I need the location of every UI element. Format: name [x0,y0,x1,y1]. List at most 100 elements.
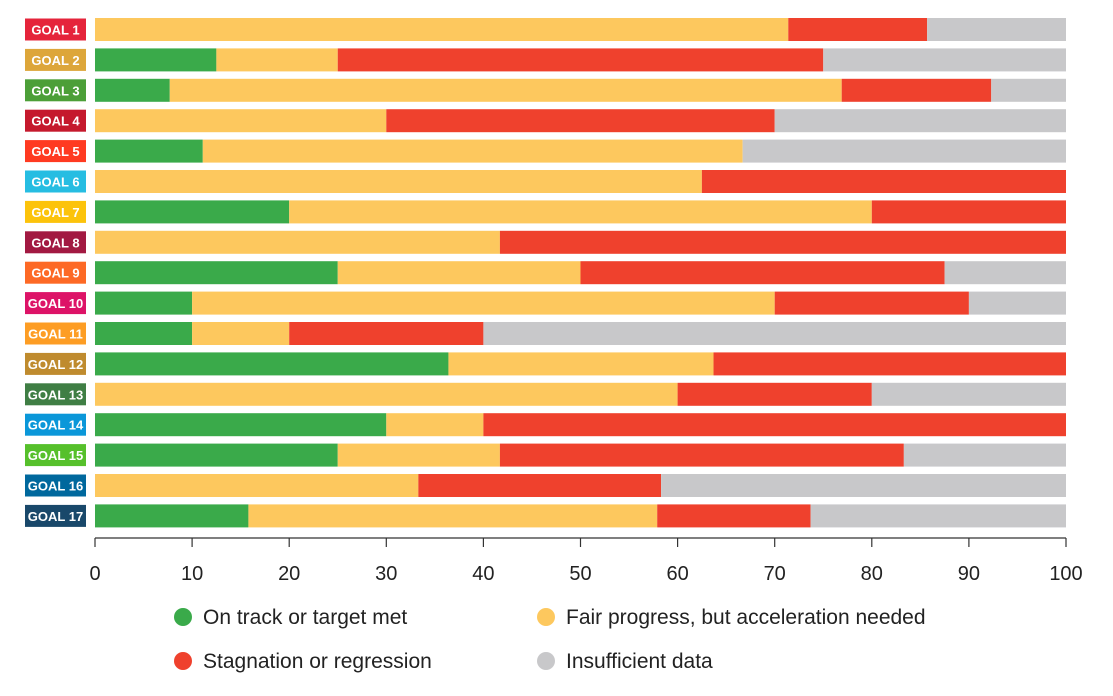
goal-label-11: GOAL 11 [25,322,86,345]
bar-segment-goal-14-series-2 [483,413,1066,437]
bar-segment-goal-1-series-1 [95,18,789,41]
bar-segment-goal-15-series-0 [95,443,338,467]
goal-label-box [25,79,86,102]
goal-label-box [25,18,86,41]
legend: On track or target met Fair progress, bu… [174,606,926,673]
bar-segment-goal-7-series-1 [289,200,872,224]
x-tick-label-30: 30 [375,563,397,585]
goal-label-box [25,292,86,315]
goal-label-box [25,413,86,436]
bar-segment-goal-17-series-1 [248,504,658,528]
bar-segment-goal-12-series-1 [448,352,714,376]
legend-label-1: Fair progress, but acceleration needed [566,606,926,629]
goal-label-box [25,352,86,375]
x-tick-label-80: 80 [861,563,883,585]
bar-segment-goal-13-series-2 [677,382,872,406]
x-tick-label-90: 90 [958,563,980,585]
bar-segment-goal-10-series-2 [774,291,969,315]
goal-label-text: GOAL 16 [28,479,83,494]
goal-label-14: GOAL 14 [25,413,86,436]
goal-label-box [25,48,86,71]
bar-segment-goal-1-series-2 [788,18,928,41]
bar-segment-goal-17-series-0 [95,504,249,528]
goal-label-3: GOAL 3 [25,79,86,102]
bar-segment-goal-2-series-0 [95,48,217,72]
goal-label-text: GOAL 10 [28,296,83,311]
bar-segment-goal-11-series-1 [192,322,290,345]
bar-segment-goal-17-series-3 [810,504,1066,528]
bar-segment-goal-9-series-0 [95,261,338,285]
bar-segment-goal-13-series-3 [871,382,1066,406]
bar-segment-goal-15-series-2 [499,443,904,467]
bar-segment-goal-3-series-0 [95,78,170,102]
bar-segment-goal-15-series-1 [337,443,500,467]
bar-segment-goal-4-series-3 [774,109,1066,133]
goal-label-text: GOAL 17 [28,509,83,524]
goal-label-7: GOAL 7 [25,200,86,223]
goal-label-text: GOAL 14 [28,418,84,433]
bar-segment-goal-5-series-3 [742,139,1066,163]
legend-marker-0 [174,608,192,626]
goal-label-box [25,504,86,527]
goal-label-5: GOAL 5 [25,140,86,163]
bar-segment-goal-16-series-1 [95,474,419,497]
goal-label-text: GOAL 3 [31,83,79,98]
goal-label-text: GOAL 2 [31,53,79,68]
bar-segment-goal-6-series-2 [701,170,1066,193]
bar-segment-goal-3-series-2 [841,78,992,102]
goal-label-text: GOAL 13 [28,387,83,402]
bar-segment-goal-7-series-0 [95,200,290,224]
goal-label-12: GOAL 12 [25,352,86,375]
legend-marker-1 [537,608,555,626]
goal-label-box [25,140,86,163]
bar-segment-goal-3-series-1 [169,78,842,102]
bar-segment-goal-11-series-2 [289,322,484,345]
x-tick-label-50: 50 [569,563,591,585]
x-tick-label-60: 60 [666,563,688,585]
bar-segment-goal-10-series-3 [968,291,1066,315]
legend-label-3: Insufficient data [566,650,713,673]
goal-label-text: GOAL 7 [31,205,79,220]
x-tick-label-100: 100 [1049,563,1082,585]
bar-segment-goal-3-series-3 [991,78,1066,102]
bar-segment-goal-11-series-3 [483,322,1066,345]
bar-segment-goal-2-series-3 [823,48,1066,72]
bar-segment-goal-10-series-0 [95,291,193,315]
x-tick-label-0: 0 [89,563,100,585]
goal-label-6: GOAL 6 [25,170,86,193]
goal-label-box [25,383,86,406]
goal-label-box [25,474,86,497]
bar-segment-goal-4-series-1 [95,109,387,133]
goal-label-box [25,322,86,345]
goal-label-2: GOAL 2 [25,48,86,71]
goal-label-10: GOAL 10 [25,292,86,315]
goal-labels: GOAL 1 GOAL 2 GOAL 3 GOAL 4 GOAL 5 GOAL 6 GOAL… [25,18,86,527]
goal-label-box [25,170,86,193]
goal-label-box [25,200,86,223]
bar-segment-goal-5-series-1 [202,139,743,163]
bar-segment-goal-4-series-2 [386,109,775,133]
bar-segment-goal-8-series-1 [95,230,500,254]
bar-segment-goal-1-series-3 [927,18,1066,41]
bar-segment-goal-16-series-3 [661,474,1066,497]
bar-segment-goal-14-series-1 [386,413,484,437]
bar-segment-goal-12-series-2 [713,352,1066,376]
bar-segment-goal-2-series-1 [216,48,338,72]
bar-segment-goal-8-series-2 [499,230,1067,254]
x-axis: 0 10 20 30 40 50 60 70 80 90 100 [89,537,1083,585]
legend-label-0: On track or target met [203,606,407,629]
bar-segment-goal-2-series-2 [337,48,824,72]
goal-label-16: GOAL 16 [25,474,86,497]
bar-segment-goal-16-series-2 [418,474,662,497]
bar-segment-goal-17-series-2 [657,504,811,528]
goal-label-text: GOAL 6 [31,175,79,190]
goal-label-text: GOAL 8 [31,235,79,250]
bar-segment-goal-10-series-1 [192,291,775,315]
x-tick-label-70: 70 [764,563,786,585]
bars [95,18,1067,528]
goal-label-text: GOAL 1 [31,23,79,38]
goal-label-1: GOAL 1 [25,18,86,41]
goal-label-box [25,109,86,132]
goal-label-15: GOAL 15 [25,444,86,467]
